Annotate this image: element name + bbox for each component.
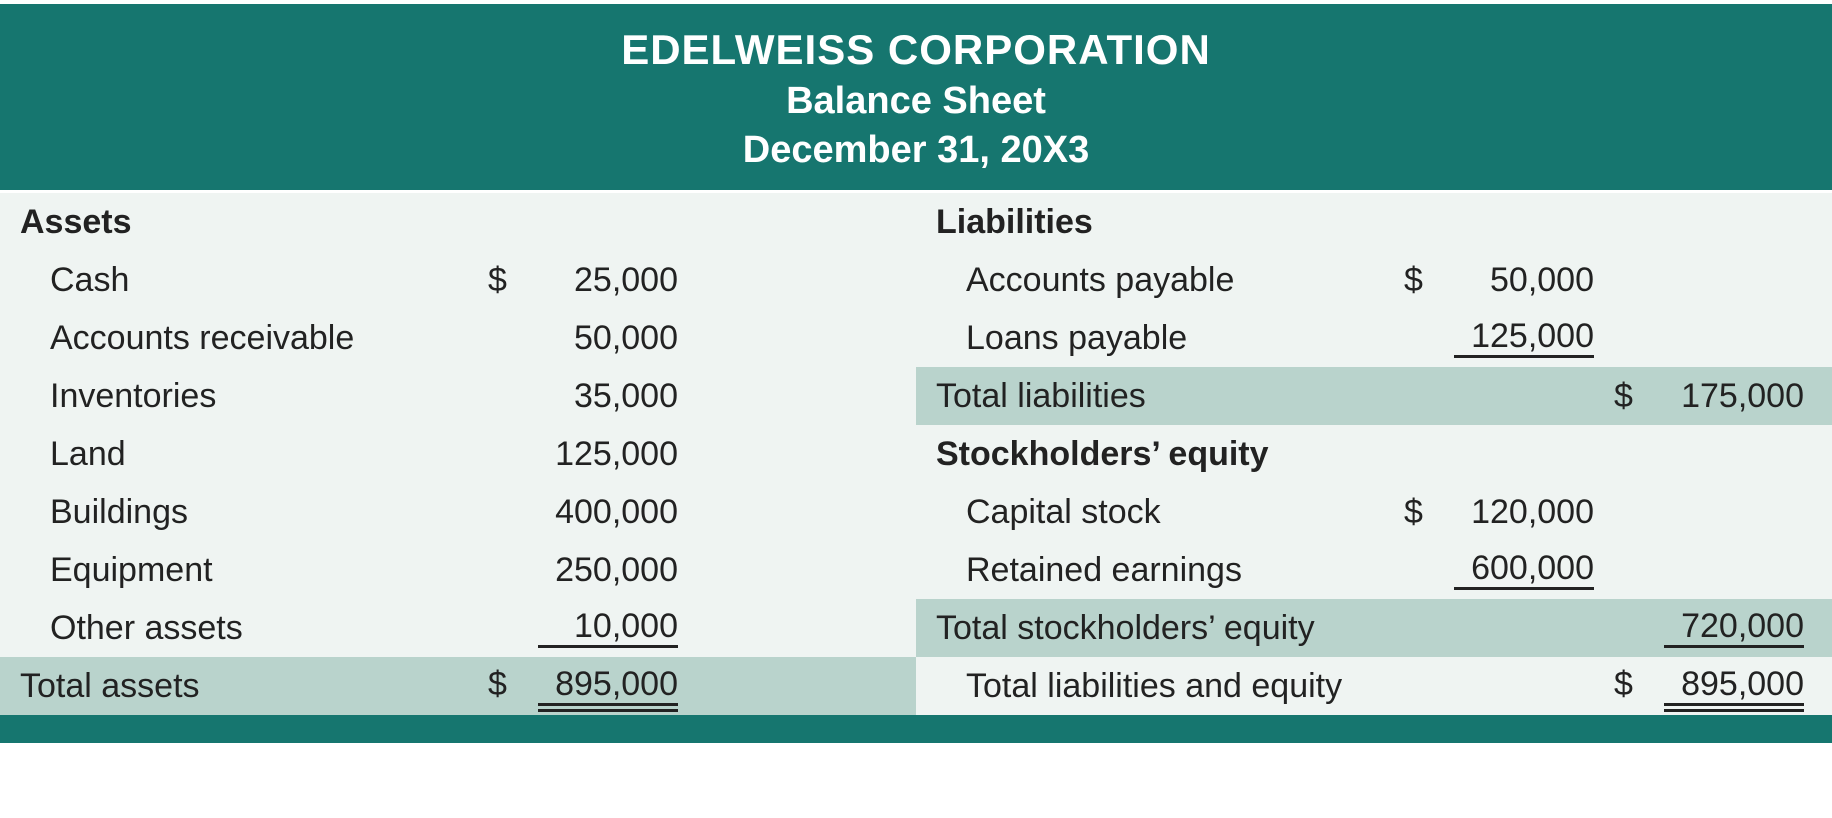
grand-total-label: Total liabilities and equity bbox=[936, 669, 1392, 703]
total-assets-amount: $ 895,000 bbox=[476, 667, 686, 706]
liability-row: Accounts payable $ 50,000 bbox=[916, 251, 1832, 309]
asset-row: Inventories 35,000 bbox=[0, 367, 916, 425]
assets-heading: Assets bbox=[20, 205, 476, 239]
liabilities-equity-column: Liabilities Accounts payable $ 50,000 Lo… bbox=[916, 193, 1832, 715]
equity-amount: 600,000 bbox=[1392, 551, 1602, 590]
liability-label: Accounts payable bbox=[936, 263, 1392, 297]
currency-symbol: $ bbox=[488, 667, 507, 701]
asset-label: Equipment bbox=[20, 553, 476, 587]
asset-row: Other assets 10,000 bbox=[0, 599, 916, 657]
balance-sheet: EDELWEISS CORPORATION Balance Sheet Dece… bbox=[0, 0, 1832, 743]
asset-label: Accounts receivable bbox=[20, 321, 476, 355]
currency-symbol: $ bbox=[1404, 495, 1423, 529]
total-assets-row: Total assets $ 895,000 bbox=[0, 657, 916, 715]
company-name: EDELWEISS CORPORATION bbox=[0, 26, 1832, 74]
sheet-date: December 31, 20X3 bbox=[0, 129, 1832, 172]
equity-heading: Stockholders’ equity bbox=[936, 437, 1392, 471]
total-equity-amount: 720,000 bbox=[1602, 609, 1812, 648]
asset-label: Land bbox=[20, 437, 476, 471]
asset-row: Cash $ 25,000 bbox=[0, 251, 916, 309]
currency-symbol: $ bbox=[1404, 263, 1423, 297]
liabilities-heading: Liabilities bbox=[936, 205, 1392, 239]
equity-heading-row: Stockholders’ equity bbox=[916, 425, 1832, 483]
equity-label: Capital stock bbox=[936, 495, 1392, 529]
sheet-header: EDELWEISS CORPORATION Balance Sheet Dece… bbox=[0, 0, 1832, 193]
asset-row: Land 125,000 bbox=[0, 425, 916, 483]
equity-row: Retained earnings 600,000 bbox=[916, 541, 1832, 599]
asset-amount: 35,000 bbox=[476, 379, 686, 413]
asset-amount: 400,000 bbox=[476, 495, 686, 529]
total-equity-row: Total stockholders’ equity 720,000 bbox=[916, 599, 1832, 657]
asset-amount: $ 25,000 bbox=[476, 263, 686, 297]
currency-symbol: $ bbox=[1614, 667, 1633, 701]
footer-bar bbox=[0, 715, 1832, 743]
grand-total-amount: $ 895,000 bbox=[1602, 667, 1812, 706]
grand-total-row: Total liabilities and equity $ 895,000 bbox=[916, 657, 1832, 715]
asset-amount: 50,000 bbox=[476, 321, 686, 355]
liability-amount: $ 50,000 bbox=[1392, 263, 1602, 297]
currency-symbol: $ bbox=[488, 263, 507, 297]
liability-row: Loans payable 125,000 bbox=[916, 309, 1832, 367]
currency-symbol: $ bbox=[1614, 379, 1633, 413]
equity-label: Retained earnings bbox=[936, 553, 1392, 587]
liabilities-heading-row: Liabilities bbox=[916, 193, 1832, 251]
asset-amount: 125,000 bbox=[476, 437, 686, 471]
asset-amount: 250,000 bbox=[476, 553, 686, 587]
total-liabilities-label: Total liabilities bbox=[936, 379, 1392, 413]
assets-heading-row: Assets bbox=[0, 193, 916, 251]
liability-label: Loans payable bbox=[936, 321, 1392, 355]
asset-row: Equipment 250,000 bbox=[0, 541, 916, 599]
assets-column: Assets Cash $ 25,000 Accounts receivable… bbox=[0, 193, 916, 715]
asset-row: Buildings 400,000 bbox=[0, 483, 916, 541]
asset-label: Cash bbox=[20, 263, 476, 297]
sheet-body: Assets Cash $ 25,000 Accounts receivable… bbox=[0, 193, 1832, 715]
equity-amount: $ 120,000 bbox=[1392, 495, 1602, 529]
sheet-title: Balance Sheet bbox=[0, 80, 1832, 123]
equity-row: Capital stock $ 120,000 bbox=[916, 483, 1832, 541]
asset-label: Buildings bbox=[20, 495, 476, 529]
total-equity-label: Total stockholders’ equity bbox=[936, 611, 1392, 645]
asset-row: Accounts receivable 50,000 bbox=[0, 309, 916, 367]
liability-amount: 125,000 bbox=[1392, 319, 1602, 358]
asset-label: Other assets bbox=[20, 611, 476, 645]
total-liabilities-amount: $ 175,000 bbox=[1602, 379, 1812, 413]
asset-amount: 10,000 bbox=[476, 609, 686, 648]
asset-label: Inventories bbox=[20, 379, 476, 413]
total-assets-label: Total assets bbox=[20, 669, 476, 703]
total-liabilities-row: Total liabilities $ 175,000 bbox=[916, 367, 1832, 425]
